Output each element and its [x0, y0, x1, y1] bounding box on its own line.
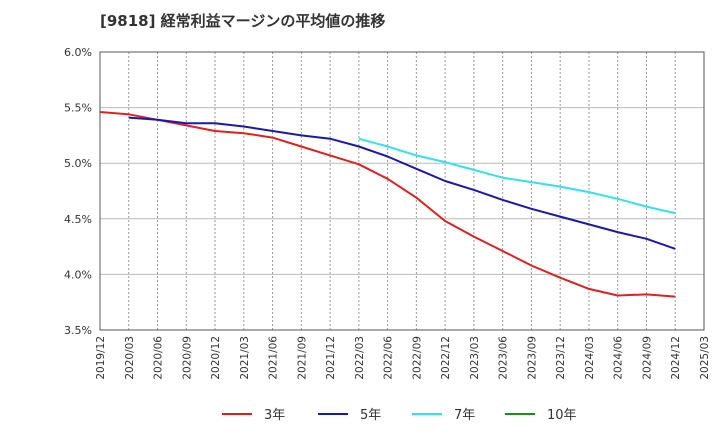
y-tick-label: 3.5%: [64, 324, 92, 337]
x-tick-label: 2023/12: [555, 336, 567, 380]
series-lines: [99, 111, 676, 298]
y-tick-label: 6.0%: [64, 46, 92, 59]
legend-label: 7年: [454, 408, 475, 423]
plot-area: [100, 52, 704, 330]
x-tick-label: 2024/12: [670, 336, 682, 380]
x-tick-label: 2021/12: [325, 336, 337, 380]
series-line: [128, 116, 676, 250]
x-tick-label: 2024/06: [613, 336, 625, 380]
x-tick-label: 2024/03: [584, 336, 596, 380]
y-axis: 3.5% 4.0% 4.5% 5.0% 5.5% 6.0%: [64, 46, 92, 337]
x-tick-label: 2021/03: [239, 336, 251, 380]
series-line: [358, 137, 676, 215]
y-tick-label: 4.5%: [64, 213, 92, 226]
legend-label: 10年: [547, 408, 577, 423]
x-tick-label: 2023/06: [498, 336, 510, 380]
x-tick-label: 2021/09: [296, 336, 308, 380]
x-tick-label: 2023/03: [469, 336, 481, 380]
x-tick-label: 2020/09: [181, 336, 193, 380]
x-tick-label: 2025/03: [699, 336, 711, 380]
x-tick-label: 2022/06: [383, 336, 395, 380]
x-tick-label: 2022/09: [411, 336, 423, 380]
y-tick-label: 4.0%: [64, 268, 92, 281]
legend-label: 3年: [264, 408, 285, 423]
x-tick-label: 2019/12: [95, 336, 107, 380]
x-tick-label: 2022/03: [354, 336, 366, 380]
series-line: [99, 111, 676, 298]
x-tick-label: 2024/09: [641, 336, 653, 380]
x-tick-label: 2022/12: [440, 336, 452, 380]
x-tick-label: 2020/12: [210, 336, 222, 380]
x-axis: 2019/12 2020/03 2020/06 2020/09 2020/12 2021/…: [95, 336, 711, 380]
y-tick-label: 5.5%: [64, 102, 92, 115]
x-tick-label: 2020/06: [153, 336, 165, 380]
x-tick-label: 2020/03: [124, 336, 136, 380]
chart-title: [9818] 経常利益マージンの平均値の推移: [100, 12, 386, 30]
y-tick-label: 5.0%: [64, 157, 92, 170]
legend: 3年 5年 7年 10年: [222, 408, 577, 423]
plot-border: [99, 51, 705, 331]
legend-label: 5年: [360, 408, 381, 423]
x-tick-label: 2021/06: [268, 336, 280, 380]
x-tick-label: 2023/09: [526, 336, 538, 380]
